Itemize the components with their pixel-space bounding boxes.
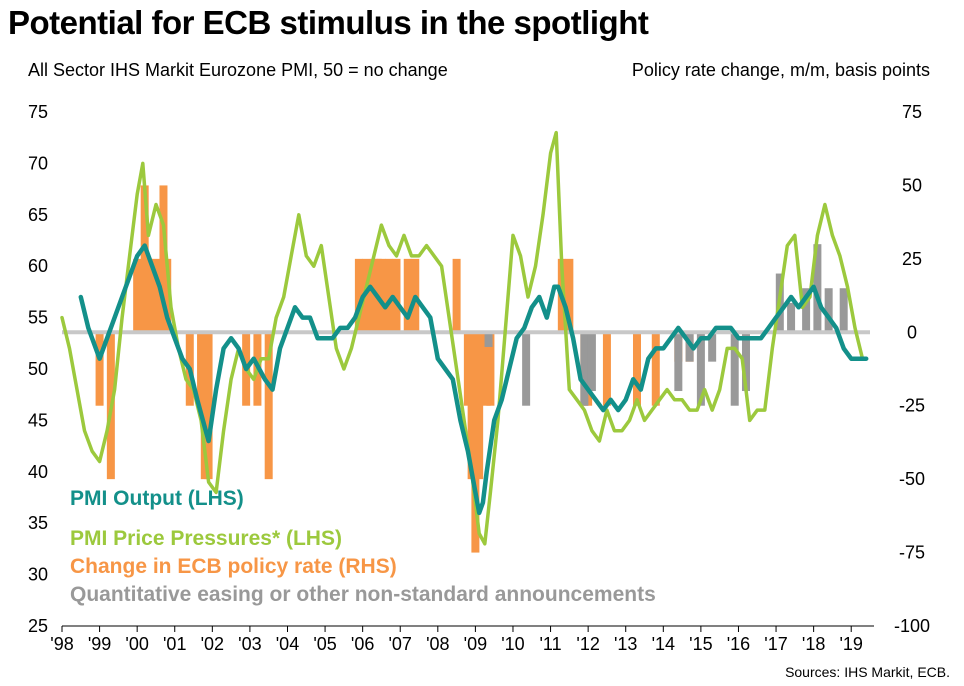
left-tick-label: 75 — [28, 102, 48, 122]
qe-announcement-bar — [696, 332, 705, 406]
policy-rate-bar — [452, 258, 461, 333]
x-tick-label: '08 — [426, 634, 449, 654]
right-tick-label: -75 — [899, 543, 925, 563]
policy-rate-bar — [632, 332, 641, 406]
left-tick-label: 25 — [28, 616, 48, 636]
policy-rate-bar — [486, 332, 495, 406]
policy-rate-bar — [151, 258, 160, 333]
x-tick-label: '17 — [764, 634, 787, 654]
policy-rate-bar — [163, 258, 172, 333]
qe-announcement-bar — [674, 332, 683, 392]
qe-announcement-bar — [730, 332, 739, 406]
right-tick-label: -50 — [899, 469, 925, 489]
left-tick-label: 60 — [28, 256, 48, 276]
qe-announcement-bar — [839, 288, 848, 333]
policy-rate-bar — [475, 332, 484, 480]
policy-rate-bar — [651, 332, 660, 406]
left-tick-label: 30 — [28, 565, 48, 585]
policy-rate-bar — [95, 332, 104, 406]
right-tick-label: 75 — [902, 102, 922, 122]
qe-announcement-bar — [522, 332, 531, 406]
policy-rate-bar — [264, 332, 273, 480]
x-tick-label: '16 — [727, 634, 750, 654]
legend-item: PMI Output (LHS) — [70, 487, 244, 510]
x-tick-label: '06 — [351, 634, 374, 654]
right-tick-label: 50 — [902, 175, 922, 195]
policy-rate-bar — [354, 258, 363, 333]
left-tick-label: 65 — [28, 205, 48, 225]
policy-rate-bar — [204, 332, 213, 480]
x-tick-label: '15 — [689, 634, 712, 654]
qe-announcement-bar — [787, 302, 796, 333]
policy-rate-bar — [403, 258, 412, 333]
left-tick-label: 45 — [28, 410, 48, 430]
right-tick-label: 25 — [902, 249, 922, 269]
chart-title: Potential for ECB stimulus in the spotli… — [8, 4, 649, 41]
x-tick-label: '11 — [539, 634, 561, 654]
right-axis-subtitle: Policy rate change, m/m, basis points — [631, 60, 930, 80]
x-tick-label: '13 — [614, 634, 637, 654]
left-tick-label: 70 — [28, 153, 48, 173]
qe-announcement-bar — [484, 332, 493, 347]
source-note: Sources: IHS Markit, ECB. — [785, 664, 950, 680]
x-tick-label: '01 — [163, 634, 186, 654]
x-tick-label: '04 — [276, 634, 299, 654]
x-tick-label: '12 — [576, 634, 599, 654]
x-tick-label: '14 — [652, 634, 675, 654]
left-tick-label: 50 — [28, 359, 48, 379]
x-tick-label: '98 — [50, 634, 73, 654]
legend-item: PMI Price Pressures* (LHS) — [70, 527, 342, 550]
right-tick-label: -25 — [899, 396, 925, 416]
qe-announcement-bar — [741, 332, 750, 392]
qe-announcement-bar — [824, 288, 833, 333]
line-layer — [60, 130, 869, 546]
policy-rate-bar — [565, 258, 574, 333]
legend-item: Change in ECB policy rate (RHS) — [70, 555, 397, 578]
policy-rate-bar — [144, 258, 153, 333]
right-tick-label: -100 — [894, 616, 930, 636]
x-tick-label: '03 — [238, 634, 261, 654]
x-tick-label: '19 — [839, 634, 862, 654]
pmi-output-line — [78, 243, 869, 516]
qe-announcement-bar — [802, 288, 811, 333]
policy-rate-bar — [602, 332, 611, 406]
right-axis-ticks: 75 50 25 0 -25 -50 -75 -100 — [894, 102, 930, 636]
x-tick-label: '05 — [313, 634, 336, 654]
x-tick-label: '00 — [125, 634, 148, 654]
policy-rate-bar — [133, 258, 142, 333]
legend-item: Quantitative easing or other non-standar… — [70, 583, 656, 606]
right-tick-label: 0 — [907, 322, 917, 342]
policy-rate-bar — [377, 258, 386, 333]
left-tick-label: 35 — [28, 513, 48, 533]
qe-announcement-bar — [580, 332, 589, 406]
left-tick-label: 40 — [28, 462, 48, 482]
qe-announcement-bar — [708, 332, 717, 362]
qe-announcement-bar — [813, 244, 822, 333]
x-tick-label: '09 — [464, 634, 487, 654]
x-tick-label: '99 — [88, 634, 111, 654]
policy-rate-bar — [384, 258, 393, 333]
x-axis-ticks: '98 '99 '00 '01 '02 '03 '04 '05 '06 '07 '08 '09 '10 '… — [50, 626, 863, 654]
qe-announcement-bar — [587, 332, 596, 392]
left-axis-ticks: 75 70 65 60 55 50 45 40 35 30 25 — [28, 102, 48, 636]
x-tick-label: '18 — [802, 634, 825, 654]
left-axis-subtitle: All Sector IHS Markit Eurozone PMI, 50 =… — [28, 60, 448, 80]
x-tick-label: '07 — [388, 634, 411, 654]
legend: PMI Output (LHS) PMI Price Pressures* (LH… — [70, 487, 656, 606]
x-tick-label: '10 — [501, 634, 524, 654]
policy-rate-bar — [392, 258, 401, 333]
left-tick-label: 55 — [28, 308, 48, 328]
x-tick-label: '02 — [201, 634, 224, 654]
